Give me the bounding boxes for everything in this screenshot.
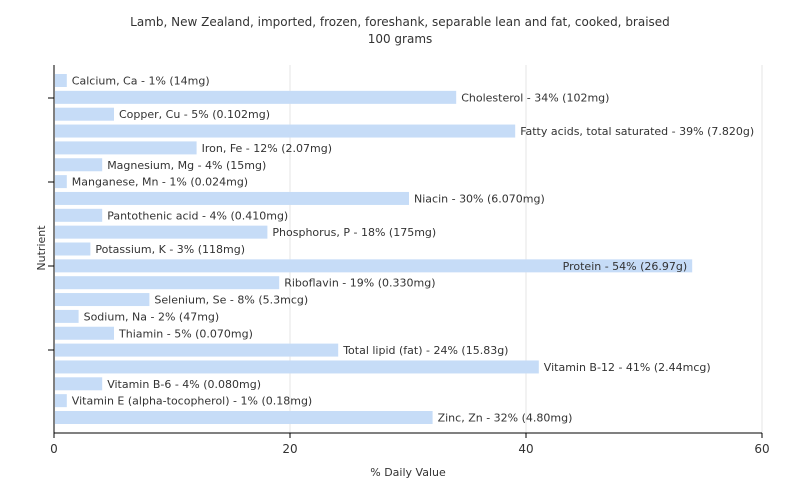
bar xyxy=(55,343,339,357)
axes: 0 20 40 60 xyxy=(48,65,770,456)
bar-label: Riboflavin - 19% (0.330mg) xyxy=(284,277,435,290)
bar-label: Magnesium, Mg - 4% (15mg) xyxy=(107,159,266,172)
chart-title: Lamb, New Zealand, imported, frozen, for… xyxy=(0,14,800,48)
bar xyxy=(55,90,457,104)
bar xyxy=(55,191,409,205)
bar xyxy=(55,326,114,340)
bar-label: Selenium, Se - 8% (5.3mcg) xyxy=(154,294,308,307)
bar xyxy=(55,276,280,290)
bar xyxy=(55,124,516,138)
bar-label: Vitamin E (alpha-tocopherol) - 1% (0.18m… xyxy=(72,395,312,408)
y-axis-title: Nutrient xyxy=(35,225,48,271)
bar-label: Calcium, Ca - 1% (14mg) xyxy=(72,75,210,88)
x-tick-label: 20 xyxy=(282,442,297,456)
bar xyxy=(55,242,91,256)
bar xyxy=(55,74,67,87)
bar-label: Sodium, Na - 2% (47mg) xyxy=(84,310,220,323)
bar-label: Manganese, Mn - 1% (0.024mg) xyxy=(72,176,248,189)
x-tick-label: 40 xyxy=(518,442,533,456)
bar-label: Vitamin B-6 - 4% (0.080mg) xyxy=(107,378,261,391)
bar xyxy=(55,107,114,121)
bar-label: Iron, Fe - 12% (2.07mg) xyxy=(202,142,332,155)
chart-subtitle: 100 grams xyxy=(367,32,433,46)
x-tick-label: 0 xyxy=(50,442,58,456)
bar-label: Zinc, Zn - 32% (4.80mg) xyxy=(438,412,573,425)
bars: Calcium, Ca - 1% (14mg) Cholesterol - 34%… xyxy=(55,74,754,425)
x-axis-title: % Daily Value xyxy=(370,466,446,479)
bar-label: Niacin - 30% (6.070mg) xyxy=(414,192,545,205)
bar-label: Vitamin B-12 - 41% (2.44mcg) xyxy=(544,361,711,374)
bar xyxy=(55,141,197,155)
bar xyxy=(55,293,150,307)
bar xyxy=(55,309,79,323)
bar-label: Copper, Cu - 5% (0.102mg) xyxy=(119,108,270,121)
chart-title-text: Lamb, New Zealand, imported, frozen, for… xyxy=(130,15,670,29)
bar-label: Potassium, K - 3% (118mg) xyxy=(95,243,245,256)
bar-label: Protein - 54% (26.97g) xyxy=(563,260,688,273)
bar xyxy=(55,175,67,189)
grid-lines xyxy=(289,65,763,433)
bar xyxy=(55,208,103,222)
bar xyxy=(55,158,103,172)
bar xyxy=(55,411,433,424)
bar-label: Total lipid (fat) - 24% (15.83g) xyxy=(342,344,508,357)
x-tick-label: 60 xyxy=(754,442,769,456)
bar-label: Phosphorus, P - 18% (175mg) xyxy=(272,226,436,239)
bar xyxy=(55,377,103,391)
bar xyxy=(55,259,693,273)
bar xyxy=(55,360,539,374)
bar-label: Pantothenic acid - 4% (0.410mg) xyxy=(107,209,288,222)
bar-label: Cholesterol - 34% (102mg) xyxy=(461,91,609,104)
bar-label: Thiamin - 5% (0.070mg) xyxy=(118,327,253,340)
bar-label: Fatty acids, total saturated - 39% (7.82… xyxy=(520,125,754,138)
bar xyxy=(55,225,268,239)
bar xyxy=(55,394,67,408)
